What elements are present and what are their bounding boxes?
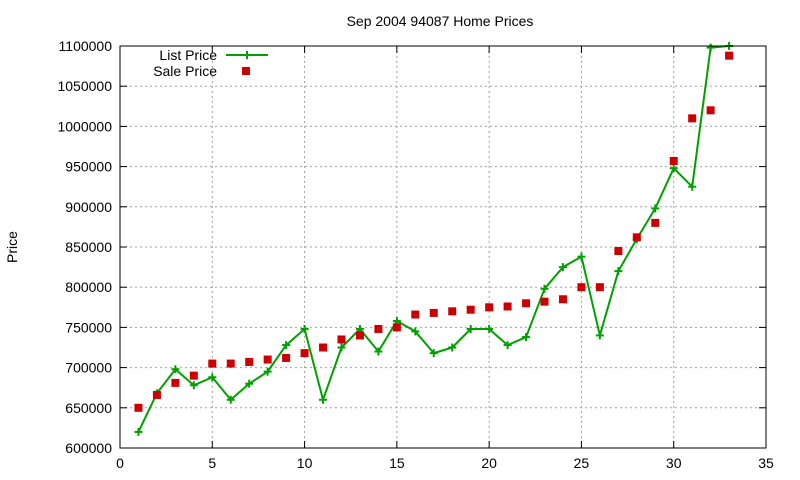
- list-price-point: [189, 381, 198, 390]
- list-price-point: [466, 325, 475, 334]
- list-price-point: [503, 341, 512, 350]
- sale-price-point: [226, 359, 235, 368]
- x-tick-label: 35: [758, 455, 774, 471]
- legend-swatch-marker: [243, 51, 251, 59]
- x-tick-label: 20: [481, 455, 497, 471]
- sale-price-point: [282, 353, 291, 362]
- chart-title: Sep 2004 94087 Home Prices: [347, 13, 534, 29]
- sale-price-point: [651, 218, 660, 227]
- y-tick-label: 700000: [65, 360, 112, 376]
- legend-label: List Price: [159, 47, 217, 63]
- sale-price-point: [503, 302, 512, 311]
- sale-price-point: [614, 247, 623, 256]
- sale-price-point: [411, 310, 420, 319]
- sale-price-point: [485, 303, 494, 312]
- y-axis-label: Price: [4, 231, 20, 263]
- list-price-point: [595, 331, 604, 340]
- sale-price-point: [300, 349, 309, 358]
- y-tick-label: 650000: [65, 400, 112, 416]
- y-tick-label: 900000: [65, 199, 112, 215]
- list-price-point: [614, 267, 623, 276]
- sale-price-point: [263, 355, 272, 364]
- sale-price-point: [688, 114, 697, 123]
- sale-price-point: [319, 343, 328, 352]
- legend-label: Sale Price: [153, 63, 217, 79]
- list-price-point: [374, 347, 383, 356]
- list-price-point: [651, 204, 660, 213]
- sale-price-point: [632, 233, 641, 242]
- y-tick-label: 800000: [65, 279, 112, 295]
- sale-price-point: [374, 325, 383, 334]
- x-tick-label: 0: [116, 455, 124, 471]
- list-price-point: [226, 395, 235, 404]
- legend-swatch-square: [242, 67, 250, 75]
- y-tick-label: 1000000: [57, 118, 112, 134]
- list-price-point: [282, 341, 291, 350]
- list-price-point: [263, 367, 272, 376]
- y-tick-label: 1100000: [59, 38, 113, 54]
- x-tick-label: 5: [208, 455, 216, 471]
- list-price-point: [134, 427, 143, 436]
- list-price-point: [245, 379, 254, 388]
- x-tick-label: 30: [666, 455, 682, 471]
- sale-price-point: [245, 357, 254, 366]
- sale-price-point: [577, 283, 586, 292]
- list-price-point: [688, 182, 697, 191]
- y-tick-label: 750000: [65, 319, 112, 335]
- axis-ticks: 600000 650000 700000 750000 800000 850000 9000…: [57, 38, 774, 471]
- sale-price-point: [189, 371, 198, 380]
- sale-price-point: [448, 307, 457, 316]
- x-tick-label: 15: [389, 455, 405, 471]
- sale-price-point: [429, 308, 438, 317]
- sale-price-point: [171, 378, 180, 387]
- sale-price-point: [355, 331, 364, 340]
- sale-price-point: [725, 51, 734, 60]
- sale-price-point: [522, 299, 531, 308]
- y-tick-label: 600000: [65, 440, 112, 456]
- series-layer: [134, 42, 734, 436]
- y-tick-label: 850000: [65, 239, 112, 255]
- sale-price-point: [669, 156, 678, 165]
- x-tick-label: 10: [297, 455, 313, 471]
- sale-price-point: [208, 359, 217, 368]
- list-price-point: [540, 284, 549, 293]
- list-price-point: [319, 395, 328, 404]
- list-price-point: [558, 263, 567, 272]
- list-price-point: [300, 325, 309, 334]
- sale-price-point: [392, 323, 401, 332]
- list-price-point: [171, 365, 180, 374]
- list-price-point: [429, 349, 438, 358]
- list-price-point: [337, 343, 346, 352]
- list-price-point: [706, 43, 715, 52]
- y-tick-label: 1050000: [57, 78, 112, 94]
- list-price-point: [411, 327, 420, 336]
- list-price-point: [577, 252, 586, 261]
- list-price-point: [448, 343, 457, 352]
- sale-price-point: [595, 283, 604, 292]
- grid: [120, 46, 766, 448]
- sale-price-point: [466, 305, 475, 314]
- sale-price-point: [540, 297, 549, 306]
- sale-price-point: [152, 390, 161, 399]
- y-tick-label: 950000: [65, 159, 112, 175]
- sale-price-point: [706, 106, 715, 115]
- x-tick-label: 25: [574, 455, 590, 471]
- list-price-point: [669, 164, 678, 173]
- list-price-point: [485, 325, 494, 334]
- plot-frame: [119, 45, 767, 449]
- list-price-point: [522, 333, 531, 342]
- list-price-point: [208, 373, 217, 382]
- sale-price-point: [337, 335, 346, 344]
- sale-price-point: [134, 403, 143, 412]
- sale-price-point: [558, 295, 567, 304]
